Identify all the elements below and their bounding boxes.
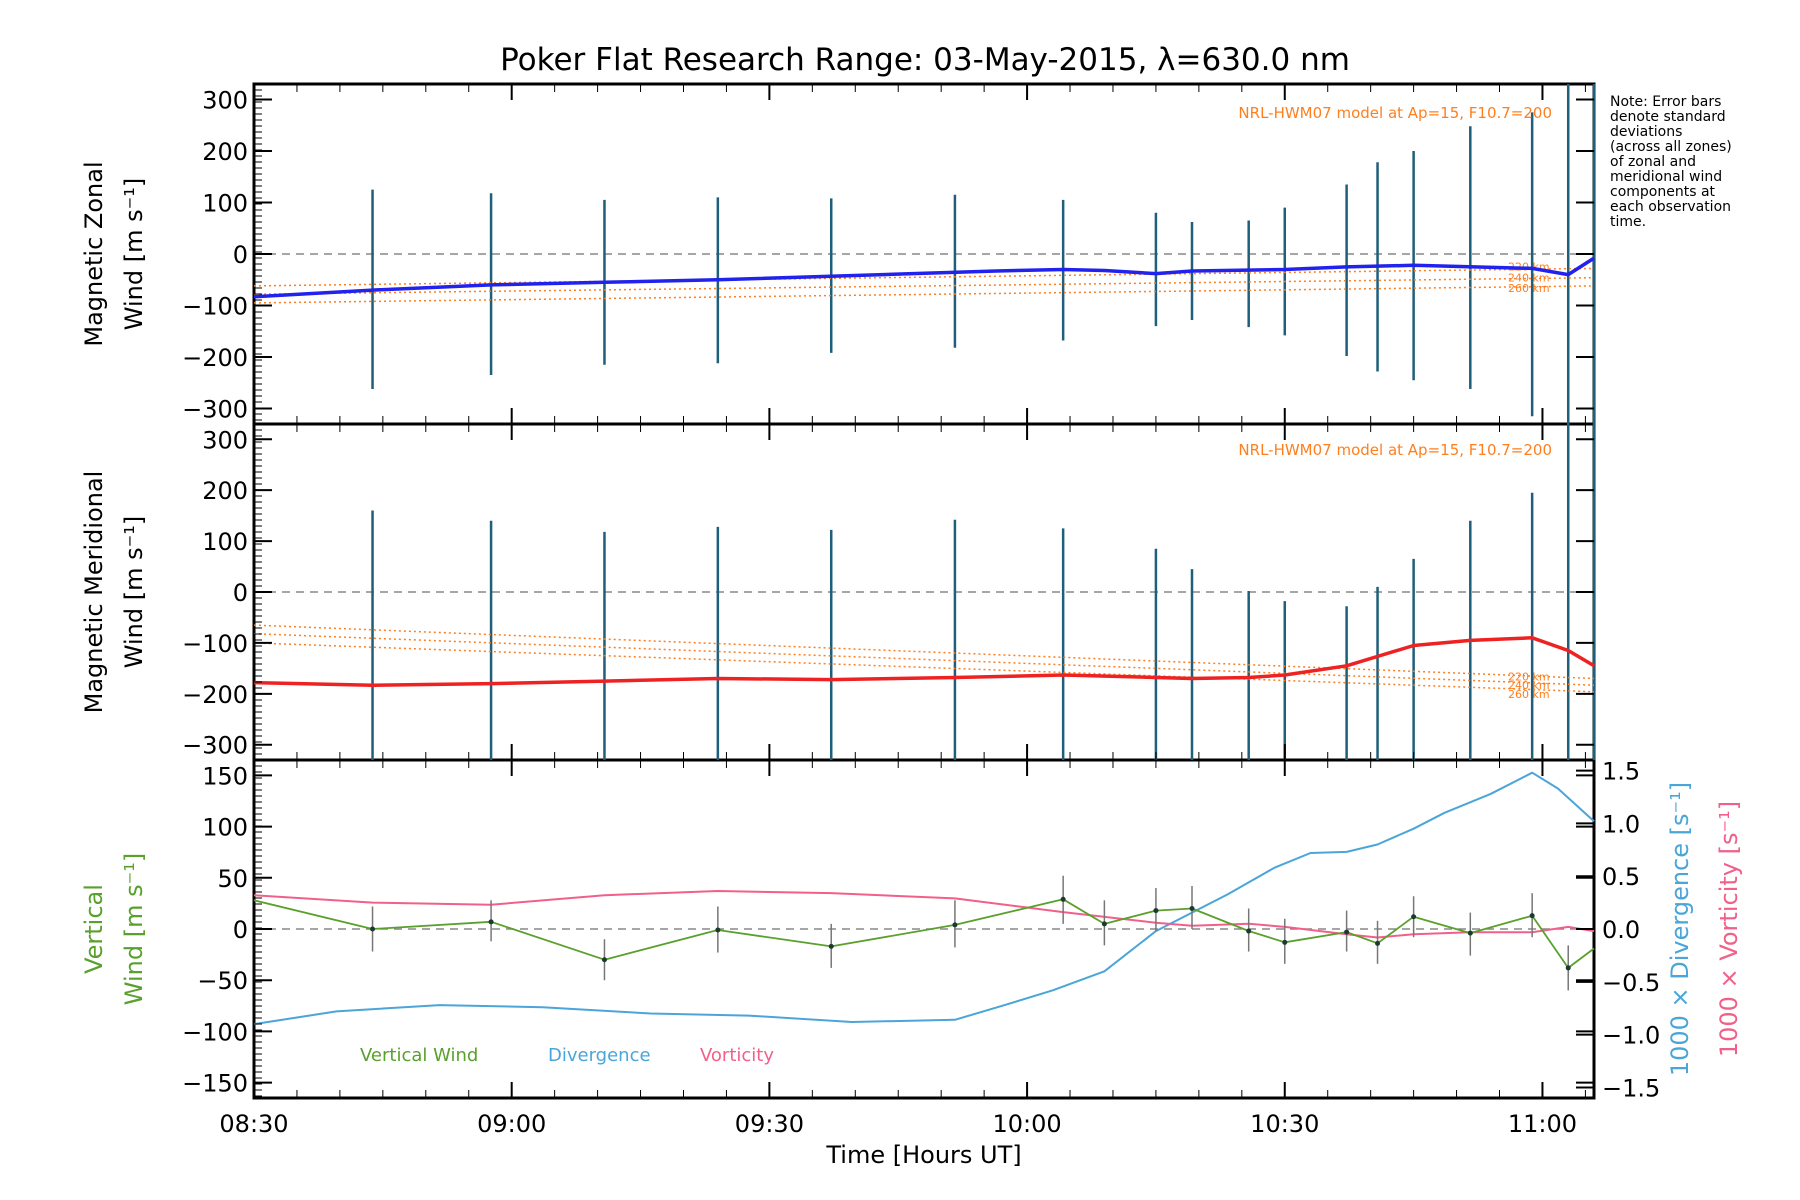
x-tick-label: 10:00	[992, 1110, 1061, 1138]
divergence-line	[253, 771, 1595, 1026]
legend-vertical-wind: Vertical Wind	[360, 1045, 478, 1066]
y-tick-label: −300	[182, 732, 248, 760]
vertical-wind-point	[1344, 929, 1350, 935]
vertical-wind-point	[1153, 908, 1159, 914]
meridional-ylabel-line2: Wind [m s⁻¹]	[120, 516, 148, 668]
y-tick-label: 100	[202, 189, 248, 217]
x-tick-label: 11:00	[1508, 1110, 1577, 1138]
zonal-ylabel-line1: Magnetic Zonal	[80, 161, 108, 346]
svg-text:components at: components at	[1610, 184, 1716, 200]
vertical-wind-point	[1246, 928, 1252, 934]
y2-tick-label: 0.0	[1602, 916, 1640, 944]
svg-text:time.: time.	[1610, 214, 1646, 230]
model-line-3	[253, 285, 1595, 304]
y-tick-label: 300	[202, 426, 248, 454]
y2-tick-label: 1.5	[1602, 758, 1640, 786]
x-tick-label: 10:30	[1250, 1110, 1319, 1138]
x-tick-label: 09:00	[477, 1110, 546, 1138]
model-line-2	[253, 276, 1595, 295]
y-tick-label: 150	[202, 762, 248, 790]
y2-tick-label: 1.0	[1602, 810, 1640, 838]
y-tick-label: −300	[182, 396, 248, 424]
vertical-wind-point	[1411, 914, 1417, 920]
legend-divergence: Divergence	[548, 1045, 651, 1066]
model-level-label: 240 km	[1508, 272, 1550, 285]
model-line-2	[253, 632, 1595, 686]
vertical-wind-point	[1467, 930, 1473, 936]
svg-text:Note: Error bars: Note: Error bars	[1610, 94, 1721, 110]
y-tick-label: 300	[202, 86, 248, 114]
y-tick-label: 100	[202, 814, 248, 842]
x-tick-label: 09:30	[735, 1110, 804, 1138]
error-bar-note: Note: Error bars denote standard deviati…	[1610, 94, 1732, 230]
meridional-model-label: NRL-HWM07 model at Ap=15, F10.7=200	[1238, 441, 1552, 459]
zonal-ylabel-line2: Wind [m s⁻¹]	[120, 178, 148, 330]
vertical-wind-point	[370, 926, 376, 932]
svg-text:(across all zones): (across all zones)	[1610, 139, 1732, 155]
vertical-wind-point	[1060, 896, 1066, 902]
vertical-wind-point	[1101, 921, 1107, 927]
svg-text:each observation: each observation	[1610, 199, 1731, 215]
vertical-wind-point	[952, 922, 958, 928]
y2-tick-label: −1.0	[1602, 1022, 1660, 1050]
zonal-model-label: NRL-HWM07 model at Ap=15, F10.7=200	[1238, 104, 1552, 122]
model-level-label: 260 km	[1508, 282, 1550, 295]
x-axis-title: Time [Hours UT]	[825, 1141, 1021, 1169]
vertical-ylabel-line2: Wind [m s⁻¹]	[120, 853, 148, 1005]
svg-text:denote standard: denote standard	[1610, 109, 1726, 125]
y-tick-label: 0	[233, 916, 248, 944]
y-tick-label: 200	[202, 477, 248, 505]
vertical-wind-point	[1189, 906, 1195, 912]
y-tick-label: −100	[182, 630, 248, 658]
divergence-y2label: 1000 × Divergence [s⁻¹]	[1666, 782, 1694, 1076]
vertical-wind-point	[1282, 939, 1288, 945]
y2-tick-label: −1.5	[1602, 1074, 1660, 1102]
meridional-ylabel-line1: Magnetic Meridional	[80, 471, 108, 714]
vertical-ylabel-line1: Vertical	[80, 884, 108, 974]
y-tick-label: 100	[202, 528, 248, 556]
y-tick-label: 50	[217, 865, 248, 893]
vertical-wind-line	[253, 898, 1595, 969]
y-tick-label: −100	[182, 1018, 248, 1046]
y-tick-label: 0	[233, 579, 248, 607]
svg-text:deviations: deviations	[1610, 124, 1682, 140]
model-line-1	[253, 267, 1595, 287]
vertical-wind-point	[828, 943, 834, 949]
vertical-panel: 150 100 50 0 −50 −100 −150 1.5 1.0 0.5 0.0 −0.5 −1.0…	[182, 758, 1660, 1138]
x-tick-label: 08:30	[219, 1110, 288, 1138]
vertical-wind-point	[1565, 965, 1571, 971]
y-tick-label: −150	[182, 1070, 248, 1098]
svg-text:of zonal and: of zonal and	[1610, 154, 1696, 170]
y2-tick-label: −0.5	[1602, 969, 1660, 997]
y-tick-label: −100	[182, 293, 248, 321]
model-level-label: 220 km	[1508, 671, 1550, 684]
y2-tick-label: 0.5	[1602, 863, 1640, 891]
vertical-wind-point	[488, 919, 494, 925]
model-level-label: 260 km	[1508, 688, 1550, 701]
y-tick-label: 200	[202, 138, 248, 166]
svg-text:meridional wind: meridional wind	[1610, 169, 1722, 185]
legend-vorticity: Vorticity	[700, 1045, 774, 1066]
y-tick-label: 0	[233, 241, 248, 269]
model-line-1	[253, 624, 1595, 680]
y-tick-label: −50	[197, 967, 248, 995]
wind-line	[253, 636, 1595, 687]
model-line-3	[253, 642, 1595, 693]
vertical-wind-point	[1375, 940, 1381, 946]
chart-title: Poker Flat Research Range: 03-May-2015, …	[500, 42, 1350, 78]
vertical-wind-point	[1529, 913, 1535, 919]
wind-line	[253, 256, 1595, 299]
vertical-wind-point	[715, 927, 721, 933]
y-tick-label: −200	[182, 681, 248, 709]
vertical-wind-point	[601, 957, 607, 963]
vorticity-y2label: 1000 × Vorticity [s⁻¹]	[1715, 801, 1743, 1057]
y-tick-label: −200	[182, 344, 248, 372]
